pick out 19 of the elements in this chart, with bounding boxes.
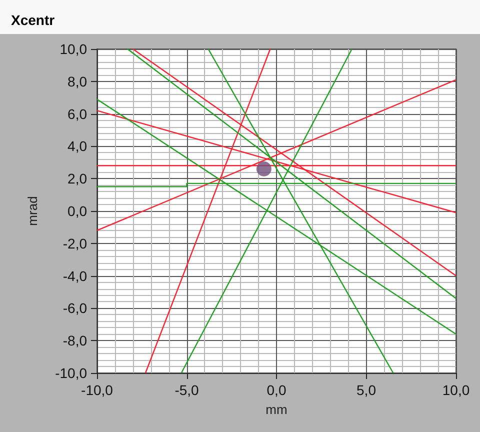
- y-tick-label: 8,0: [68, 73, 88, 90]
- chart-title: Xcentr: [11, 12, 56, 28]
- x-tick-label: -5,0: [174, 382, 200, 398]
- x-tick-label: -10,0: [81, 382, 114, 398]
- x-tick-label: 5,0: [356, 382, 376, 398]
- y-tick-label: 6,0: [68, 106, 88, 122]
- y-tick-label: 2,0: [68, 170, 88, 187]
- x-axis-title: mm: [266, 402, 288, 417]
- y-tick-label: -8,0: [62, 332, 88, 349]
- y-tick-label: -2,0: [62, 235, 88, 252]
- y-tick-label: -10,0: [55, 365, 88, 381]
- y-axis-title: mrad: [25, 196, 40, 226]
- x-tick-label: 10,0: [442, 382, 470, 398]
- y-tick-label: -4,0: [62, 268, 88, 284]
- y-tick-label: 4,0: [68, 138, 88, 154]
- y-tick-label: 0,0: [68, 203, 88, 219]
- y-tick-label: 10,0: [60, 41, 88, 57]
- x-tick-label: 0,0: [266, 382, 286, 398]
- y-tick-label: -6,0: [62, 300, 88, 316]
